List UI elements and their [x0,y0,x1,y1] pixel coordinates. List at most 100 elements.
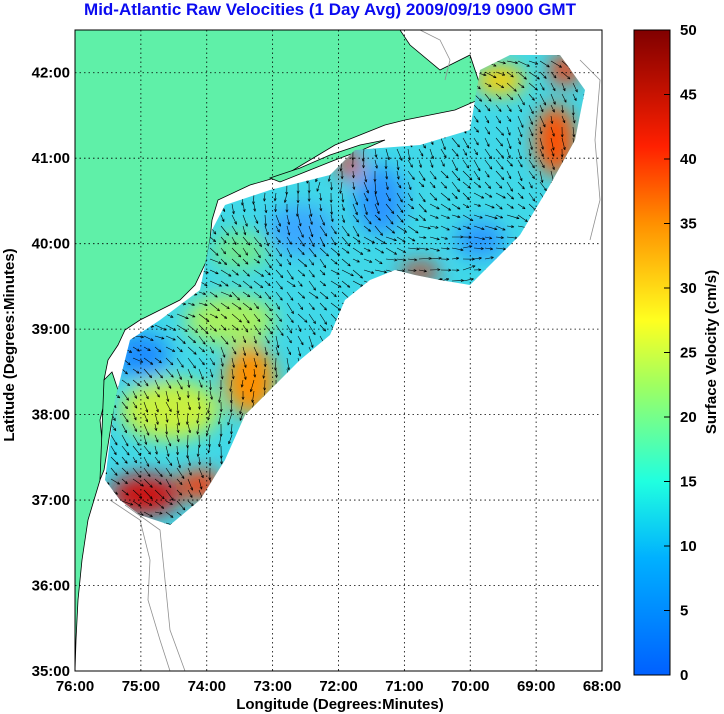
velocity-arrow [242,236,251,246]
velocity-arrow [187,401,191,411]
velocity-arrow [495,60,506,65]
velocity-arrow [484,93,492,102]
velocity-arrow [121,456,128,464]
velocity-arrow [363,236,376,244]
velocity-arrow [208,456,212,467]
velocity-arrow [196,445,200,457]
colorbar-tick-label: 25 [680,345,697,362]
velocity-arrow [407,159,413,168]
velocity-arrow [385,225,396,234]
velocity-arrow [209,236,217,243]
velocity-arrow [253,313,261,323]
y-tick-label: 40:00 [32,236,70,253]
velocity-arrow [297,258,308,268]
colorbar-tick-label: 30 [680,280,697,297]
velocity-arrow [384,159,388,170]
colorbar-tick-label: 40 [680,151,697,168]
velocity-arrow [253,236,263,247]
velocity-arrow [385,181,389,190]
velocity-arrow [286,313,294,324]
velocity-arrow [561,137,566,151]
velocity-arrow [297,236,305,247]
velocity-arrow [329,192,333,203]
velocity-arrow [385,203,395,214]
velocity-arrow [539,71,547,79]
velocity-arrow [121,390,129,401]
velocity-arrow [572,126,576,138]
velocity-arrow [396,214,404,223]
velocity-arrow [165,500,173,505]
velocity-arrow [407,203,415,210]
velocity-arrow [187,489,193,498]
velocity-arrow [539,170,544,183]
velocity-arrow [121,423,128,434]
velocity-arrow [198,291,206,295]
velocity-arrow [319,291,329,300]
velocity-arrow [484,256,494,260]
velocity-arrow [187,423,191,434]
velocity-arrow [473,225,485,230]
velocity-arrow [451,192,458,200]
velocity-arrow [197,390,201,401]
velocity-arrow [154,489,165,500]
velocity-arrow [539,181,547,192]
velocity-arrow [396,181,402,189]
velocity-arrow [143,445,151,455]
velocity-arrow [187,478,193,491]
velocity-arrow [307,181,311,194]
velocity-arrow [451,235,464,239]
velocity-arrow [506,104,512,112]
velocity-arrow [330,203,334,215]
velocity-arrow [231,313,242,323]
velocity-arrow [230,423,233,435]
velocity-arrow [308,269,315,278]
velocity-arrow [484,192,493,198]
velocity-arrow [429,159,434,168]
velocity-arrow [319,203,323,212]
velocity-arrow [253,203,257,212]
velocity-arrow [550,159,555,171]
velocity-arrow [263,357,267,367]
velocity-arrow [385,148,390,161]
velocity-arrow [143,489,153,500]
velocity-arrow [418,225,431,230]
velocity-arrow [186,390,190,399]
velocity-arrow [209,313,219,319]
velocity-arrow [253,214,259,224]
velocity-arrow [165,357,174,366]
velocity-arrow [143,379,149,387]
velocity-arrow [143,511,153,518]
velocity-arrow [462,137,470,149]
velocity-arrow [132,456,137,464]
x-tick-label: 68:00 [583,678,621,695]
velocity-arrow [241,390,245,400]
velocity-arrow [572,93,577,102]
velocity-arrow [462,203,470,209]
velocity-arrow [207,445,211,454]
velocity-arrow [110,478,121,485]
velocity-arrow [297,280,303,287]
velocity-arrow [207,412,211,421]
velocity-arrow [165,445,170,457]
velocity-arrow [451,159,458,172]
velocity-arrow [253,280,264,289]
velocity-arrow [451,247,464,252]
velocity-arrow [209,291,218,298]
velocity-arrow [396,269,406,273]
velocity-arrow [209,346,214,354]
velocity-arrow [198,357,205,366]
velocity-arrow [473,256,482,260]
velocity-arrow [396,170,400,180]
velocity-arrow [231,225,238,236]
velocity-arrow [451,203,461,210]
velocity-arrow [462,192,470,201]
velocity-arrow [275,236,281,244]
velocity-arrow [220,258,228,266]
velocity-arrow [374,203,380,215]
velocity-arrow [407,236,416,242]
velocity-arrow [374,148,378,158]
velocity-arrow [440,159,445,167]
velocity-arrow [429,214,439,219]
velocity-arrow [176,478,183,486]
velocity-arrow [285,203,289,213]
